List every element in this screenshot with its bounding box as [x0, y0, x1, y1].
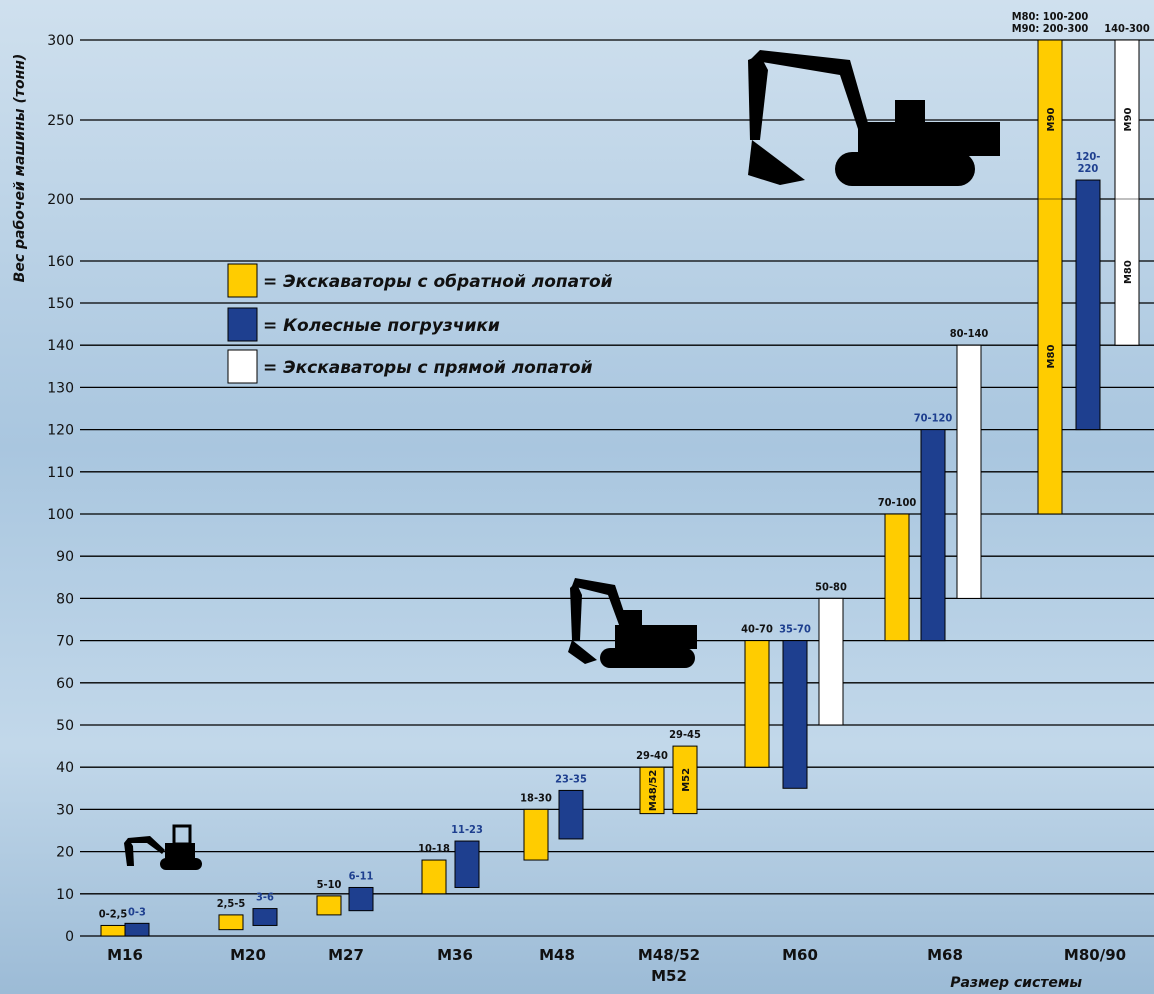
bar	[558, 789, 584, 840]
bar-inner-label: M52	[681, 768, 692, 792]
x-category-label: M80/90	[1064, 946, 1126, 964]
y-tick-label: 20	[56, 845, 74, 861]
bar-layer: 0-2,5 0-32,5-5 3-65-106-1110-1811-2318-302…	[99, 10, 1150, 937]
large-excavator-icon	[748, 50, 1000, 186]
y-tick-label: 80	[56, 591, 74, 607]
bar-value-label: 29-45	[669, 728, 701, 741]
machine-silhouettes	[124, 50, 1000, 870]
y-tick-label: 100	[47, 507, 74, 523]
bar-value-label: 29-40	[636, 749, 668, 762]
bar-value-label: M90: 200-300	[1012, 22, 1089, 35]
bar-inner-label: M80	[1046, 345, 1057, 369]
y-tick-label: 30	[56, 802, 74, 818]
bar-value-label: 5-10	[317, 878, 342, 891]
bar-value-label: 140-300	[1104, 22, 1150, 35]
bar	[348, 886, 374, 912]
legend-swatch	[227, 307, 258, 342]
legend: = Экскаваторы с обратной лопатой = Колесн…	[227, 263, 613, 384]
y-tick-label: 70	[56, 634, 74, 650]
y-tick-label: 150	[47, 296, 74, 312]
x-category-label: M48	[539, 946, 575, 964]
bar-value-label: 70-120	[914, 412, 953, 425]
bar-value-label: 10-18	[418, 842, 450, 855]
x-category-label: M20	[230, 946, 266, 964]
legend-swatch	[227, 263, 258, 298]
bar	[252, 908, 278, 926]
bar	[421, 859, 447, 895]
x-category-label: M60	[782, 946, 818, 964]
y-tick-label: 160	[47, 254, 74, 270]
bar-value-label: 0-2,5	[99, 907, 128, 920]
y-tick-label: 140	[47, 338, 74, 354]
medium-excavator-icon	[568, 578, 697, 668]
bar-inner-label: M90	[1046, 108, 1057, 132]
y-tick-label: 40	[56, 760, 74, 776]
bar	[100, 924, 126, 937]
y-tick-label: 0	[65, 929, 74, 945]
y-tick-label: 250	[47, 113, 74, 129]
bar-value-label: 80-140	[950, 327, 989, 340]
x-category-label: M68	[927, 946, 963, 964]
y-tick-label: 10	[56, 887, 74, 903]
bar-value-label: 6-11	[349, 869, 374, 882]
bar-inner-label: M48/52	[648, 770, 659, 811]
y-tick-label: 90	[56, 549, 74, 565]
y-tick-label: 60	[56, 676, 74, 692]
bar	[1075, 179, 1101, 431]
x-category-label: M27	[328, 946, 364, 964]
bar	[672, 745, 698, 815]
y-axis-label: Вес рабочей машины (тонн)	[12, 54, 28, 283]
bar-value-label: 70-100	[878, 496, 917, 509]
legend-label: = Экскаваторы с прямой лопатой	[263, 358, 593, 378]
bar-value-label: 18-30	[520, 791, 552, 804]
bar-inner-label: M90	[1123, 108, 1134, 132]
legend-label: = Колесные погрузчики	[263, 316, 500, 336]
y-tick-label: 130	[47, 380, 74, 396]
bar-inner-label: M80	[1123, 260, 1134, 284]
bar-value-label: 0-3	[128, 905, 146, 918]
y-tick-label: 50	[56, 718, 74, 734]
x-category-label: M52	[651, 967, 687, 985]
y-tick-label: 120	[47, 423, 74, 439]
legend-swatch	[227, 349, 258, 384]
mini-excavator-icon	[124, 824, 202, 870]
grid-layer	[80, 39, 1154, 937]
bar-value-label: M80: 100-200	[1012, 10, 1089, 23]
bar-value-label: 2,5-5	[217, 897, 246, 910]
x-category-label: M36	[437, 946, 473, 964]
bar-value-label: 11-23	[451, 823, 483, 836]
bar	[920, 429, 946, 642]
bar	[316, 895, 342, 916]
bar	[744, 640, 770, 768]
y-tick-label: 300	[47, 33, 74, 49]
bar	[454, 840, 480, 888]
y-tick-label: 200	[47, 192, 74, 208]
bar-value-label: 23-35	[555, 772, 587, 785]
bar	[884, 513, 910, 642]
x-category-label: M48/52	[638, 946, 700, 964]
bar	[1037, 39, 1063, 515]
bar-value-label: 35-70	[779, 623, 811, 636]
bar	[523, 808, 549, 861]
bar	[782, 640, 808, 789]
y-tick-label: 110	[47, 465, 74, 481]
x-category-label: M16	[107, 946, 143, 964]
bar-value-label: 50-80	[815, 580, 847, 593]
bar	[639, 766, 665, 815]
x-axis-label: Размер системы	[950, 975, 1082, 991]
axis-layer: 0 10 20 30 40 50 60 70 80 90 100 110 120 130 140 150 160…	[12, 33, 1126, 991]
bar	[818, 597, 844, 726]
bar-value-label: 40-70	[741, 623, 773, 636]
bar	[956, 344, 982, 599]
bar-value-label: 3-6	[256, 891, 274, 904]
bar	[218, 914, 244, 931]
bar-value-label: 220	[1078, 162, 1099, 175]
bar	[1114, 39, 1140, 346]
legend-label: = Экскаваторы с обратной лопатой	[263, 272, 613, 292]
bar	[124, 922, 150, 937]
bar-value-label: 120-	[1076, 150, 1101, 163]
